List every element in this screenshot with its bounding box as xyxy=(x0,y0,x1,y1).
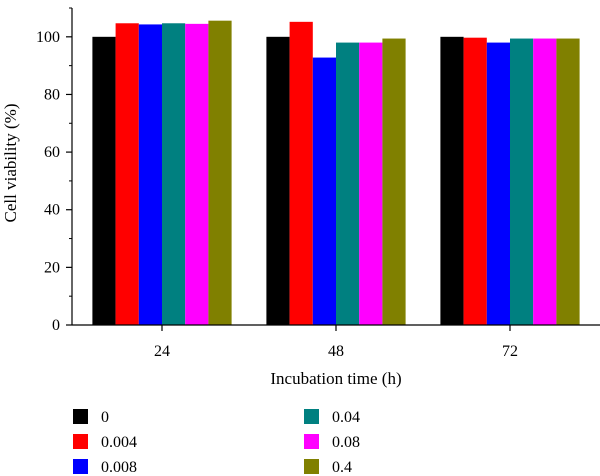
y-axis-title: Cell viability (%) xyxy=(1,104,20,223)
bar-72h-0.004 xyxy=(463,37,487,325)
y-tick-label: 80 xyxy=(44,86,60,103)
y-tick-label: 60 xyxy=(44,144,60,161)
x-axis-title: Incubation time (h) xyxy=(270,369,401,388)
y-tick-label: 20 xyxy=(44,259,60,276)
y-tick-label: 100 xyxy=(36,29,60,46)
y-tick-label: 40 xyxy=(44,202,60,219)
bar-72h-0.08 xyxy=(533,38,557,325)
legend-label-0.04: 0.04 xyxy=(332,409,360,426)
bar-24h-0.04 xyxy=(162,23,186,326)
y-tick-label: 0 xyxy=(52,317,60,334)
bar-24h-0.008 xyxy=(138,24,162,326)
bar-48h-0.08 xyxy=(359,42,383,325)
bar-24h-0.08 xyxy=(185,23,209,325)
legend-swatch-0.4 xyxy=(304,459,319,474)
bar-24h-0.4 xyxy=(208,20,232,326)
y-ticks-group: 0 20 40 60 80 100 xyxy=(36,7,72,334)
legend-label-0: 0 xyxy=(101,409,109,426)
bar-72h-0.4 xyxy=(556,38,580,325)
bar-24h-0.004 xyxy=(115,23,139,326)
bar-48h-0.008 xyxy=(312,57,336,326)
bar-48h-0 xyxy=(266,36,290,326)
bar-48h-0.004 xyxy=(289,21,313,325)
x-tick-label: 24 xyxy=(154,343,170,360)
bar-72h-0 xyxy=(440,36,464,326)
legend-swatch-0.08 xyxy=(304,434,319,449)
bar-48h-0.04 xyxy=(336,42,360,325)
legend-label-0.004: 0.004 xyxy=(101,434,137,451)
legend-label-0.4: 0.4 xyxy=(332,459,352,476)
legend-label-0.008: 0.008 xyxy=(101,459,137,476)
x-tick-label: 48 xyxy=(328,343,344,360)
legend-swatch-0.008 xyxy=(73,459,88,474)
bar-72h-0.008 xyxy=(486,42,510,325)
bar-24h-0 xyxy=(92,36,116,326)
legend: 0 0.004 0.008 0.04 0.08 0.4 xyxy=(73,409,360,476)
bar-72h-0.04 xyxy=(510,38,534,325)
x-ticks-group: 24 48 72 xyxy=(154,325,518,360)
legend-label-0.08: 0.08 xyxy=(332,434,360,451)
legend-swatch-0 xyxy=(73,409,88,424)
bar-48h-0.4 xyxy=(382,38,406,325)
x-tick-label: 72 xyxy=(502,343,518,360)
bars-group xyxy=(92,20,580,326)
legend-swatch-0.04 xyxy=(304,409,319,424)
legend-swatch-0.004 xyxy=(73,434,88,449)
